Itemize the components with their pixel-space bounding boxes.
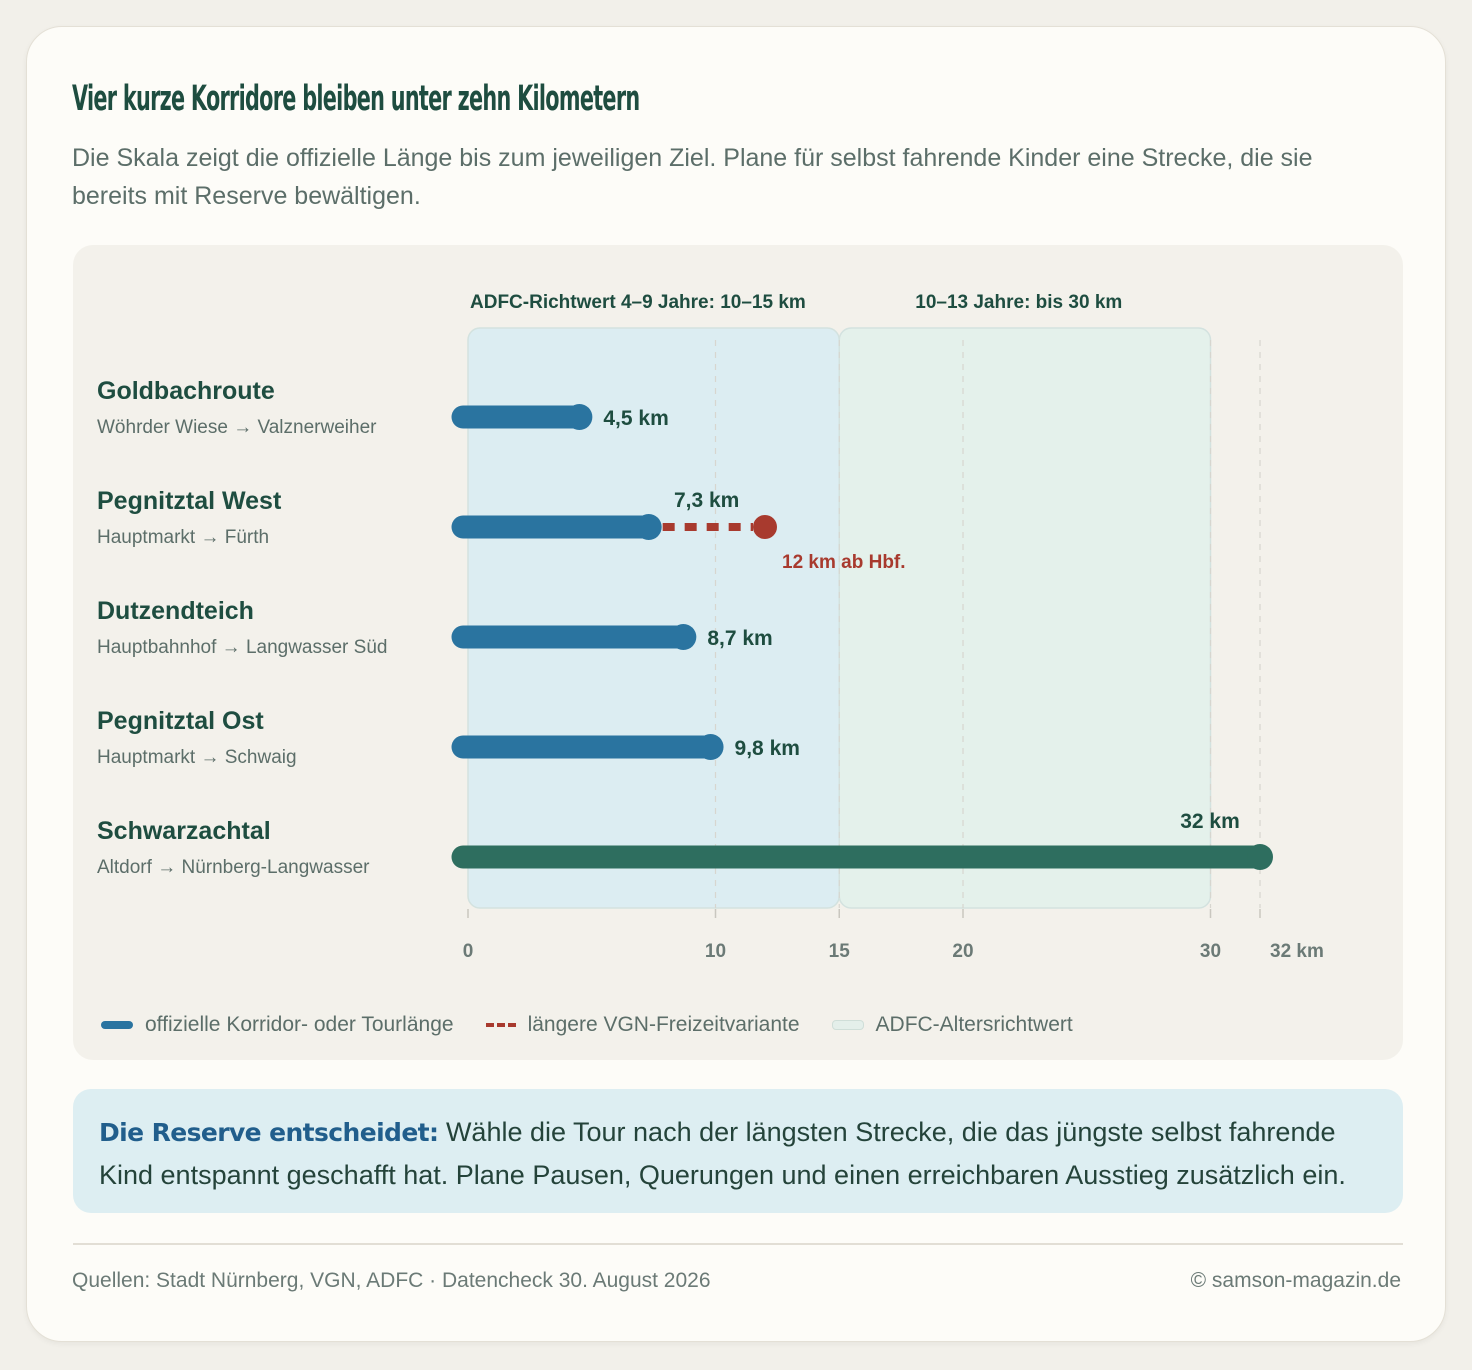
sources-text: Quellen: Stadt Nürnberg, VGN, ADFC · Dat…	[72, 1269, 711, 1292]
route-name-0: Goldbachroute	[97, 377, 275, 405]
route-path-4: Altdorf → Nürnberg-Langwasser	[97, 857, 370, 878]
band-label-1: 10–13 Jahre: bis 30 km	[915, 292, 1122, 313]
tick-label-2: 15	[829, 941, 851, 962]
chart-title: Vier kurze Korridore bleiben unter zehn …	[72, 79, 640, 119]
legend-dash-swatch	[485, 1023, 516, 1027]
value-label-3: 9,8 km	[735, 737, 800, 760]
route-name-1: Pegnitztal West	[97, 487, 282, 515]
chart-legend: offizielle Korridor- oder Tourlänge läng…	[101, 1010, 1105, 1040]
bar-end-dot-3	[697, 734, 724, 760]
tick-label-4: 30	[1200, 941, 1221, 962]
footer-divider	[73, 1243, 1403, 1245]
bar-end-dot-4	[1247, 844, 1273, 870]
age-band-1	[838, 327, 1212, 909]
route-name-2: Dutzendteich	[97, 597, 254, 625]
infographic-card: Vier kurze Korridore bleiben unter zehn …	[26, 26, 1446, 1342]
reserve-note: Die Reserve entscheidet: Wähle die Tour …	[73, 1089, 1403, 1213]
legend-band-label: ADFC-Altersrichtwert	[875, 1013, 1073, 1036]
route-name-3: Pegnitztal Ost	[97, 707, 264, 735]
chart-subtitle: Die Skala zeigt die offizielle Länge bis…	[72, 144, 1313, 210]
legend-solid-swatch	[101, 1021, 133, 1029]
value-label-4: 32 km	[1180, 810, 1240, 833]
value-label-1: 7,3 km	[674, 489, 739, 512]
route-path-0: Wöhrder Wiese → Valznerweiher	[97, 417, 377, 438]
copyright-text: © samson-magazin.de	[1190, 1269, 1401, 1292]
route-path-3: Hauptmarkt → Schwaig	[97, 747, 297, 768]
legend-band: ADFC-Altersrichtwert	[831, 1013, 1073, 1037]
bar-end-dot-0	[566, 404, 593, 430]
route-path-1: Hauptmarkt → Fürth	[97, 527, 270, 548]
legend-variant: längere VGN-Freizeitvariante	[485, 1013, 800, 1037]
value-label-2: 8,7 km	[707, 627, 772, 650]
value-label-0: 4,5 km	[603, 407, 668, 430]
route-path-2: Hauptbahnhof → Langwasser Süd	[97, 637, 388, 658]
note-lead: Die Reserve entscheidet:	[99, 1118, 439, 1147]
bar-end-dot-2	[670, 624, 697, 650]
tick-label-5: 32 km	[1270, 941, 1324, 962]
chart-panel: ADFC-Richtwert 4–9 Jahre: 10–15 km 10–13 …	[73, 245, 1403, 1060]
legend-variant-label: längere VGN-Freizeitvariante	[527, 1013, 800, 1036]
legend-band-swatch	[831, 1020, 864, 1030]
route-name-4: Schwarzachtal	[97, 817, 271, 845]
variant-dot-1	[753, 515, 777, 539]
note-text: Wähle die Tour nach der längsten Strecke…	[99, 1117, 1346, 1190]
tick-label-1: 10	[705, 941, 726, 962]
band-label-0: ADFC-Richtwert 4–9 Jahre: 10–15 km	[470, 292, 806, 313]
tick-label-0: 0	[463, 941, 474, 962]
variant-label-1: 12 km ab Hbf.	[782, 552, 906, 573]
tick-label-3: 20	[952, 941, 973, 962]
legend-official-label: offizielle Korridor- oder Tourlänge	[145, 1013, 454, 1036]
bar-chart: ADFC-Richtwert 4–9 Jahre: 10–15 km 10–13 …	[451, 292, 1324, 962]
legend-official: offizielle Korridor- oder Tourlänge	[101, 1013, 454, 1037]
bar-end-dot-1	[635, 514, 662, 540]
